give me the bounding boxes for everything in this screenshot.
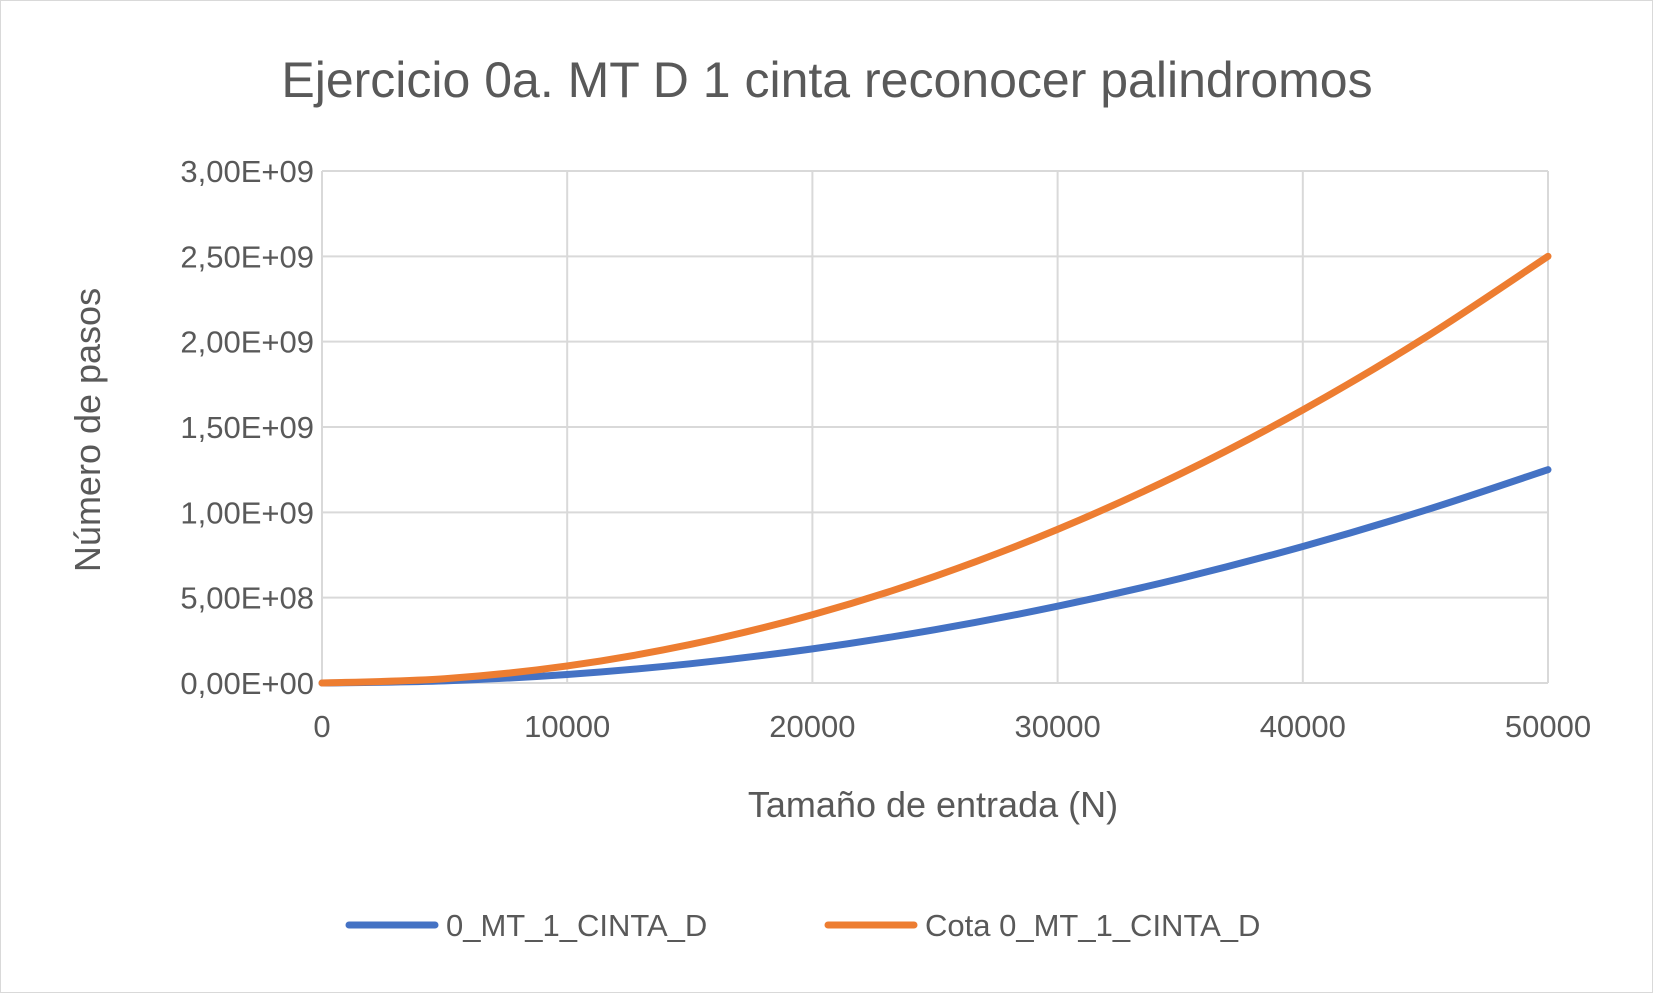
y-tick-label: 1,50E+09	[180, 410, 314, 445]
y-axis-tick-labels: 0,00E+00 5,00E+08 1,00E+09 1,50E+09 2,00E+09…	[180, 154, 314, 701]
series-line-1	[318, 466, 1552, 687]
y-tick-label: 2,50E+09	[180, 239, 314, 274]
x-tick-label: 40000	[1260, 709, 1346, 744]
legend: 0_MT_1_CINTA_D Cota 0_MT_1_CINTA_D	[345, 908, 1260, 943]
y-tick-label: 1,00E+09	[180, 495, 314, 530]
x-tick-label: 30000	[1014, 709, 1100, 744]
x-tick-label: 0	[313, 709, 330, 744]
legend-label: Cota 0_MT_1_CINTA_D	[925, 908, 1260, 943]
y-tick-label: 3,00E+09	[180, 154, 314, 189]
chart-title: Ejercicio 0a. MT D 1 cinta reconocer pal…	[281, 52, 1372, 108]
y-tick-label: 0,00E+00	[180, 666, 314, 701]
x-axis-tick-labels: 0 10000 20000 30000 40000 50000	[313, 709, 1591, 744]
legend-label: 0_MT_1_CINTA_D	[446, 908, 707, 943]
y-tick-label: 2,00E+09	[180, 325, 314, 360]
series-lines	[318, 252, 1552, 687]
gridlines	[321, 170, 1549, 684]
x-tick-label: 20000	[769, 709, 855, 744]
y-tick-label: 5,00E+08	[180, 581, 314, 616]
series-line-2	[318, 252, 1552, 687]
x-tick-label: 50000	[1505, 709, 1591, 744]
x-tick-label: 10000	[524, 709, 610, 744]
x-axis-title: Tamaño de entrada (N)	[748, 784, 1118, 825]
y-axis-title: Número de pasos	[67, 288, 108, 572]
